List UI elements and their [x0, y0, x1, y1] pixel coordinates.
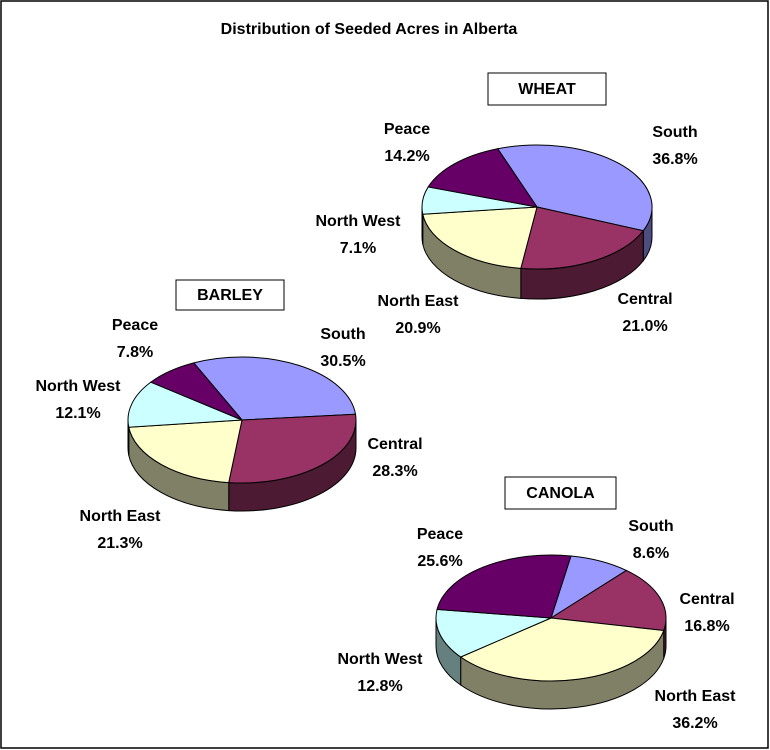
slice	[427, 148, 539, 208]
value-label: 21.3%	[97, 535, 142, 552]
pie-title: CANOLA	[526, 485, 595, 502]
value-label: 14.2%	[384, 148, 429, 165]
slice-label: North East	[80, 508, 162, 525]
slice	[192, 356, 357, 421]
slice-label: South	[628, 518, 673, 535]
slice-label: Central	[367, 436, 422, 453]
slice	[435, 608, 552, 658]
value-label: 7.8%	[117, 344, 153, 361]
slice	[496, 144, 653, 232]
slice	[459, 617, 665, 682]
value-label: 7.1%	[340, 240, 376, 257]
slice	[520, 206, 645, 270]
slice-label: South	[652, 124, 697, 141]
pie-title-box	[487, 72, 607, 106]
value-label: 20.9%	[395, 320, 440, 337]
value-label: 12.8%	[357, 678, 402, 695]
pie-title-box	[175, 279, 285, 311]
slice-label: North East	[655, 688, 737, 705]
chart-title: Distribution of Seeded Acres in Alberta	[221, 21, 518, 38]
value-label: 12.1%	[55, 405, 100, 422]
value-label: 16.8%	[684, 618, 729, 635]
value-label: 21.0%	[622, 318, 667, 335]
slice	[149, 362, 243, 421]
slice-label: Peace	[112, 317, 158, 334]
value-label: 25.6%	[417, 553, 462, 570]
value-label: 36.2%	[672, 715, 717, 732]
slice-label: Peace	[417, 526, 463, 543]
pie-title: BARLEY	[197, 287, 263, 304]
slice-label: North West	[337, 651, 423, 668]
slice	[128, 419, 243, 484]
slice-label: Peace	[384, 121, 430, 138]
slice-label: Central	[679, 591, 734, 608]
slice	[127, 381, 243, 428]
slice-label: Central	[617, 291, 672, 308]
pie-title-box	[504, 476, 617, 510]
slice	[228, 413, 357, 484]
slice-label: North West	[315, 213, 401, 230]
value-label: 36.8%	[652, 151, 697, 168]
value-label: 30.5%	[320, 353, 365, 370]
slice	[549, 569, 667, 632]
slice-label: South	[320, 326, 365, 343]
value-label: 28.3%	[372, 463, 417, 480]
pie-title: WHEAT	[518, 81, 576, 98]
slice	[422, 206, 538, 269]
slice-label: North East	[378, 293, 460, 310]
slice	[436, 554, 572, 619]
slice-label: North West	[35, 378, 121, 395]
value-label: 8.6%	[633, 545, 669, 562]
